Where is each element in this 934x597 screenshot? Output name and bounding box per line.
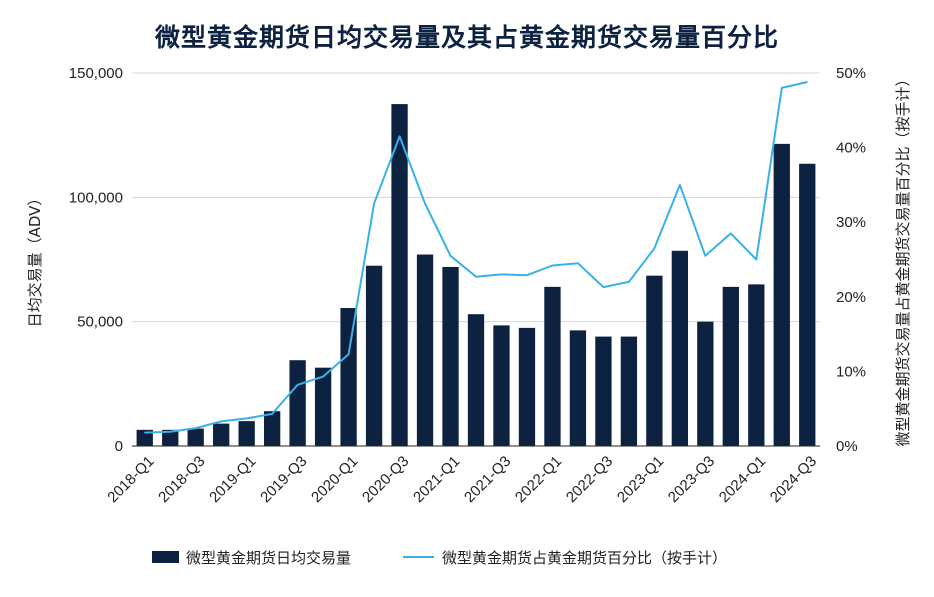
x-tick-label: 2023-Q1 — [614, 453, 667, 506]
bar-series — [136, 104, 816, 446]
bar — [365, 265, 383, 446]
line-point — [577, 262, 579, 264]
bar — [799, 163, 816, 446]
line-point — [297, 384, 299, 386]
bar — [544, 286, 561, 446]
line-point — [628, 281, 630, 283]
x-tick-label: 2018-Q1 — [104, 453, 157, 506]
x-tick-label: 2020-Q3 — [359, 453, 412, 506]
y-tick-label: 100,000 — [69, 189, 123, 206]
x-tick-label: 2020-Q1 — [308, 453, 361, 506]
line-point — [424, 202, 426, 205]
line-series — [144, 81, 808, 434]
bar — [162, 429, 179, 446]
x-tick-label: 2022-Q3 — [563, 453, 616, 506]
y2-axis-title: 微型黄金期货交易量占黄金期货交易量百分比（按手计） — [894, 71, 912, 446]
bar — [187, 428, 204, 446]
line-point — [704, 255, 706, 257]
x-tick-label: 2019-Q1 — [206, 453, 259, 506]
bar — [314, 367, 332, 446]
legend-label-line: 微型黄金期货占黄金期货百分比（按手计） — [442, 549, 727, 567]
line-point — [653, 247, 655, 249]
bar — [289, 360, 306, 446]
y-tick-label: 50,000 — [77, 314, 123, 331]
line-point — [755, 258, 757, 261]
x-tick-label: 2018-Q3 — [155, 453, 208, 506]
bar — [416, 254, 434, 446]
legend-label-bar: 微型黄金期货日均交易量 — [186, 549, 351, 567]
line-point — [679, 184, 681, 186]
bar — [595, 336, 612, 446]
bar — [136, 429, 153, 446]
legend: 微型黄金期货日均交易量 微型黄金期货占黄金期货百分比（按手计） — [152, 549, 727, 567]
y2-tick-label: 40% — [836, 140, 866, 157]
line-point — [347, 353, 350, 355]
x-tick-label: 2024-Q1 — [716, 453, 769, 506]
line-point — [475, 276, 477, 278]
line-point — [246, 417, 248, 419]
y2-tick-label: 10% — [836, 363, 866, 380]
line-point — [271, 413, 273, 415]
y2-tick-label: 20% — [836, 289, 866, 306]
y-tick-label: 150,000 — [69, 65, 123, 82]
bar — [722, 286, 739, 446]
bar — [442, 266, 459, 446]
line-point — [526, 274, 528, 276]
bar — [620, 336, 638, 446]
line-point — [781, 87, 783, 89]
bar — [646, 275, 663, 446]
bar — [518, 327, 536, 446]
bar — [213, 423, 230, 446]
y-tick-label: 0 — [115, 438, 123, 455]
line-point — [144, 431, 146, 434]
line-point — [551, 264, 554, 267]
bar — [493, 325, 510, 446]
line-point — [398, 135, 401, 138]
bar — [340, 307, 357, 446]
line-point — [169, 431, 171, 433]
bar — [697, 321, 714, 446]
x-tick-label: 2024-Q3 — [767, 453, 820, 506]
x-tick-label: 2019-Q3 — [257, 453, 310, 506]
line-point — [602, 286, 605, 288]
bar — [671, 250, 689, 446]
y2-tick-label: 0% — [836, 438, 858, 455]
bar — [569, 330, 587, 446]
chart-title: 微型黄金期货日均交易量及其占黄金期货交易量百分比 — [154, 23, 779, 52]
bar — [263, 411, 281, 446]
line-point — [500, 273, 503, 276]
line-point — [730, 232, 732, 234]
line-point — [373, 202, 375, 205]
line-point — [195, 427, 197, 429]
y2-tick-label: 30% — [836, 214, 866, 231]
y2-tick-label: 50% — [836, 65, 866, 82]
bar — [467, 314, 485, 446]
bar — [238, 421, 255, 446]
x-tick-label: 2022-Q1 — [512, 453, 565, 506]
x-tick-label: 2021-Q3 — [461, 453, 514, 506]
y-axis-title: 日均交易量（ADV） — [26, 191, 44, 328]
x-tick-label: 2021-Q1 — [410, 453, 463, 506]
line-point — [449, 255, 452, 257]
line-point — [220, 420, 222, 422]
x-tick-label: 2023-Q3 — [665, 453, 718, 506]
bar — [773, 143, 790, 446]
bar — [748, 284, 765, 446]
line-point — [322, 376, 324, 378]
line-point — [806, 81, 808, 83]
bar — [391, 104, 408, 446]
legend-swatch-bar — [152, 551, 179, 563]
